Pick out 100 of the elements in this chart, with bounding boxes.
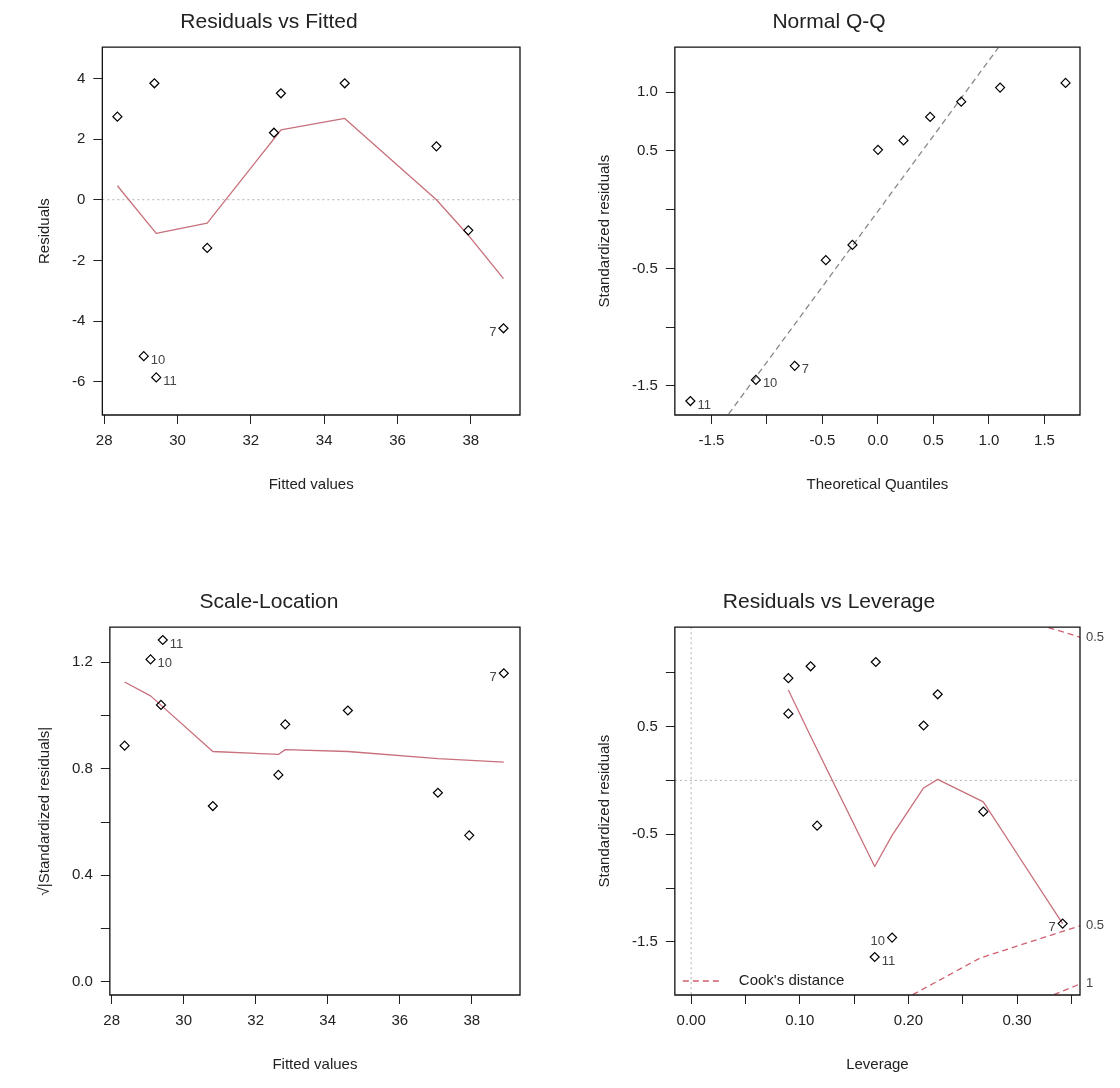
x-tick-label: 36 bbox=[389, 431, 406, 449]
point bbox=[1057, 918, 1068, 929]
annotation: 0.5 bbox=[1086, 917, 1105, 933]
point bbox=[339, 78, 350, 89]
point bbox=[432, 787, 443, 798]
x-tick-label: 0.10 bbox=[785, 1011, 815, 1029]
y-tick-label: 0.5 bbox=[636, 716, 658, 734]
point bbox=[498, 668, 509, 679]
y-axis-title: Residuals bbox=[35, 198, 53, 265]
y-tick-label: 0 bbox=[76, 189, 86, 207]
point bbox=[847, 239, 858, 250]
x-tick-label: 28 bbox=[95, 431, 113, 449]
point bbox=[685, 395, 696, 407]
x-tick-label: 34 bbox=[319, 1011, 337, 1029]
y-tick-label: -2 bbox=[71, 250, 86, 268]
x-tick-label: 0.30 bbox=[1002, 1011, 1032, 1029]
legend-label: Cook's distance bbox=[738, 971, 845, 989]
y-tick-label: 0.8 bbox=[71, 758, 93, 776]
x-tick-label: 0.20 bbox=[893, 1011, 923, 1029]
annotation: 11 bbox=[881, 952, 896, 968]
point bbox=[978, 806, 989, 817]
x-tick-label: 38 bbox=[462, 431, 480, 449]
x-axis-title: Theoretical Quantiles bbox=[806, 475, 949, 493]
y-axis-title: Standardized residuals bbox=[595, 154, 613, 308]
point bbox=[812, 820, 823, 831]
annotation: 11 bbox=[163, 372, 177, 388]
y-tick-label: 4 bbox=[76, 68, 86, 86]
point bbox=[956, 96, 967, 107]
x-tick-label: -0.5 bbox=[809, 431, 836, 449]
chart-title: Scale-Location bbox=[199, 589, 339, 613]
point bbox=[151, 372, 162, 383]
y-tick-label: 0.5 bbox=[636, 141, 658, 159]
annotation: 10 bbox=[870, 932, 886, 948]
point bbox=[1060, 77, 1071, 88]
point bbox=[898, 135, 909, 146]
x-tick-label: 32 bbox=[247, 1011, 265, 1029]
x-tick-label: 1.5 bbox=[1034, 431, 1055, 449]
point bbox=[431, 141, 442, 152]
x-tick-label: 1.0 bbox=[978, 431, 1000, 449]
x-tick-label: 0.00 bbox=[676, 1011, 706, 1029]
point bbox=[112, 111, 123, 122]
point bbox=[498, 323, 509, 334]
annotation: 7 bbox=[1048, 918, 1056, 934]
annotation: 10 bbox=[157, 654, 173, 670]
point bbox=[994, 82, 1006, 93]
point bbox=[750, 374, 761, 385]
x-tick-label: 34 bbox=[315, 431, 333, 449]
chart-title: Normal Q-Q bbox=[772, 9, 886, 33]
point bbox=[869, 951, 880, 963]
point bbox=[273, 769, 284, 781]
y-axis-title: Standardized residuals bbox=[595, 734, 613, 888]
y-tick-label: -4 bbox=[71, 311, 86, 329]
annotation: 1 bbox=[1086, 975, 1094, 991]
point bbox=[918, 720, 929, 731]
y-tick-label: -1.5 bbox=[631, 375, 658, 393]
annotation: 11 bbox=[697, 396, 711, 412]
y-tick-label: -6 bbox=[71, 371, 86, 389]
annotation: 10 bbox=[150, 351, 166, 367]
annotation: 0.5 bbox=[1086, 628, 1105, 644]
y-tick-label: 2 bbox=[76, 129, 86, 147]
point bbox=[145, 654, 156, 665]
x-tick-label: 30 bbox=[169, 431, 186, 449]
point bbox=[268, 127, 280, 138]
y-tick-label: 1.2 bbox=[71, 652, 93, 670]
point bbox=[157, 634, 168, 646]
point bbox=[789, 360, 800, 371]
chart-title: Residuals vs Leverage bbox=[722, 589, 936, 613]
point bbox=[149, 78, 160, 89]
point bbox=[870, 656, 881, 668]
y-tick-label: -1.5 bbox=[631, 932, 658, 950]
annotation: 7 bbox=[801, 361, 809, 377]
y-tick-label: 0.0 bbox=[71, 971, 93, 989]
y-axis-title: √|Standardized residuals| bbox=[35, 726, 53, 896]
x-axis-title: Leverage bbox=[846, 1055, 909, 1073]
point bbox=[207, 800, 218, 812]
point bbox=[202, 242, 213, 254]
x-axis-title: Fitted values bbox=[268, 475, 354, 493]
point bbox=[783, 673, 794, 684]
point bbox=[275, 88, 287, 99]
point bbox=[805, 661, 816, 672]
point bbox=[155, 699, 167, 711]
x-axis-title: Fitted values bbox=[272, 1055, 358, 1073]
point bbox=[925, 111, 936, 123]
annotation: 7 bbox=[489, 668, 497, 684]
point bbox=[119, 740, 130, 751]
x-tick-label: -1.5 bbox=[698, 431, 725, 449]
x-tick-label: 0.0 bbox=[867, 431, 889, 449]
annotation: 11 bbox=[169, 635, 184, 651]
point bbox=[280, 719, 291, 730]
annotation: 10 bbox=[762, 375, 778, 391]
point bbox=[138, 351, 149, 362]
point bbox=[783, 708, 794, 719]
point bbox=[342, 705, 353, 716]
x-tick-label: 0.5 bbox=[923, 431, 944, 449]
annotation: 7 bbox=[489, 323, 497, 339]
y-tick-label: -0.5 bbox=[631, 258, 658, 276]
x-tick-label: 38 bbox=[463, 1011, 481, 1029]
point bbox=[886, 932, 898, 943]
y-tick-label: 0.4 bbox=[71, 865, 93, 883]
point bbox=[463, 225, 474, 236]
